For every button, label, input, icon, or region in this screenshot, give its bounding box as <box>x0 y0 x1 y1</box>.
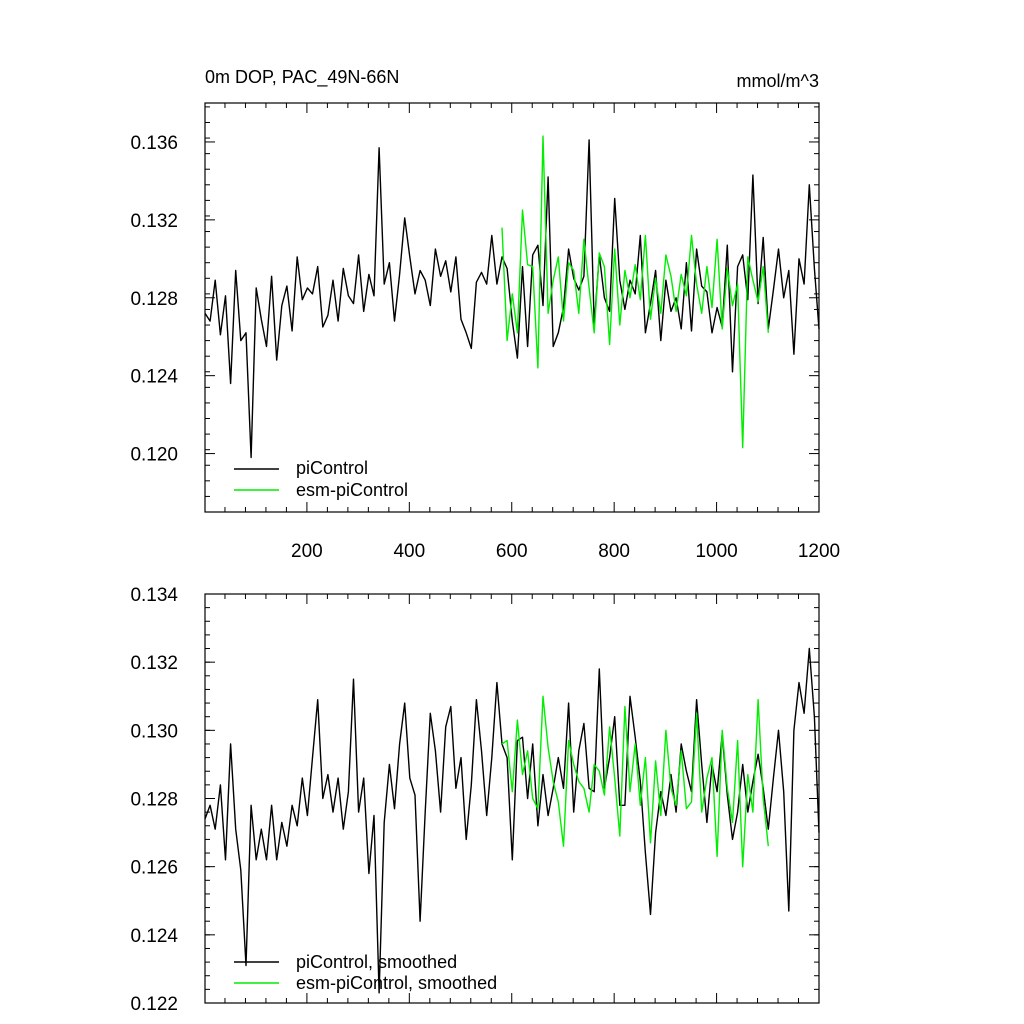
x-tick-label: 1200 <box>798 541 840 562</box>
top-series <box>204 135 820 459</box>
y-tick-label: 0.132 <box>130 653 178 674</box>
top-panel: 0m DOP, PAC_49N-66N mmol/m^3 200 400 600 80… <box>130 67 840 562</box>
y-tick-label: 0.126 <box>130 858 178 879</box>
y-tick-label: 0.124 <box>130 367 178 388</box>
x-tick-label: 400 <box>393 541 425 562</box>
y-tick-label: 0.124 <box>130 926 178 947</box>
y-tick-label: 0.130 <box>130 721 178 742</box>
legend-label-picontrol-smoothed: piControl, smoothed <box>296 952 457 972</box>
x-tick-label: 1000 <box>695 541 737 562</box>
x-tick-label: 600 <box>496 541 528 562</box>
bottom-plot-frame <box>204 593 820 1004</box>
y-tick-label: 0.132 <box>130 211 178 232</box>
x-tick-label: 200 <box>291 541 323 562</box>
y-tick-label: 0.134 <box>130 585 178 606</box>
bottom-panel: 0.122 0.124 0.126 0.128 0.130 0.132 0.134 piCo… <box>130 585 820 1015</box>
legend-label-esm-picontrol: esm-piControl <box>296 480 408 500</box>
y-tick-label: 0.136 <box>130 133 178 154</box>
top-series-picontrol <box>204 139 820 459</box>
bottom-series <box>204 647 820 994</box>
y-tick-label: 0.122 <box>130 994 178 1015</box>
top-chart-units: mmol/m^3 <box>737 71 819 91</box>
top-series-esm-picontrol <box>501 135 769 449</box>
y-tick-label: 0.120 <box>130 445 178 466</box>
top-plot-frame <box>204 102 820 513</box>
legend-label-picontrol: piControl <box>296 458 368 478</box>
top-chart-title: 0m DOP, PAC_49N-66N <box>205 67 399 88</box>
bottom-legend: piControl, smoothed esm-piControl, smoot… <box>234 952 497 993</box>
bottom-series-esm-picontrol-smoothed <box>501 695 769 868</box>
top-axes: 200 400 600 800 1000 1200 0.120 0.124 0.128 0.132… <box>130 103 840 562</box>
bottom-axes: 0.122 0.124 0.126 0.128 0.130 0.132 0.134 <box>130 585 820 1015</box>
top-legend: piControl esm-piControl <box>234 458 408 500</box>
y-tick-label: 0.128 <box>130 790 178 811</box>
bottom-series-picontrol-smoothed <box>204 647 820 994</box>
legend-label-esm-picontrol-smoothed: esm-piControl, smoothed <box>296 973 497 993</box>
x-tick-label: 800 <box>598 541 630 562</box>
y-tick-label: 0.128 <box>130 289 178 310</box>
